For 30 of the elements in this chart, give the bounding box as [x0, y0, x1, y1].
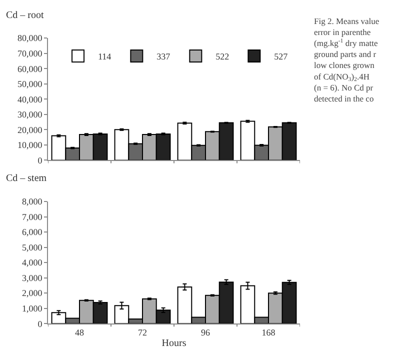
y-tick-label: 1,000: [22, 303, 43, 314]
x-axis-title: Hours: [162, 338, 186, 349]
x-tick-label: 168: [262, 327, 276, 338]
y-tick-label: 10,000: [17, 140, 43, 150]
y-tick-label: 30,000: [17, 110, 43, 120]
y-tick-label: 60,000: [17, 64, 43, 74]
legend-label: 337: [156, 52, 171, 62]
x-tick-label: 48: [75, 327, 84, 338]
y-tick-label: 50,000: [17, 79, 43, 90]
y-tick-label: 70,000: [17, 48, 43, 58]
y-tick-label: 4,000: [22, 258, 43, 268]
y-tick-label: 5,000: [22, 242, 43, 252]
y-tick-label: 8,000: [22, 196, 43, 207]
legend-label: 114: [98, 52, 112, 62]
text: Fig 2. Means value error in parenthe (mg.kg$^{-1}$ dry matte ground parts and r low clones grown of Cd(NO$_{3}$)$_{2}$.4H (n = 6). No Cd pr detected in the co: [314, 16, 380, 104]
x-tick-label: 96: [201, 327, 210, 338]
y-tick-label: 80,000: [17, 33, 43, 44]
chart-title: Cd – stem: [6, 173, 47, 184]
chart-title: Cd – root: [6, 10, 44, 21]
y-tick-label: 0: [38, 318, 43, 329]
y-tick-label: 6,000: [22, 227, 43, 238]
y-tick-label: 2,000: [22, 288, 43, 298]
y-tick-label: 3,000: [22, 272, 43, 283]
x-tick-label: 72: [138, 327, 147, 338]
legend-label: 527: [274, 52, 288, 62]
y-tick-label: 40,000: [17, 94, 43, 104]
legend-label: 522: [216, 52, 230, 62]
y-tick-label: 0: [38, 155, 43, 166]
y-tick-label: 20,000: [17, 124, 43, 135]
y-tick-label: 7,000: [22, 212, 43, 222]
